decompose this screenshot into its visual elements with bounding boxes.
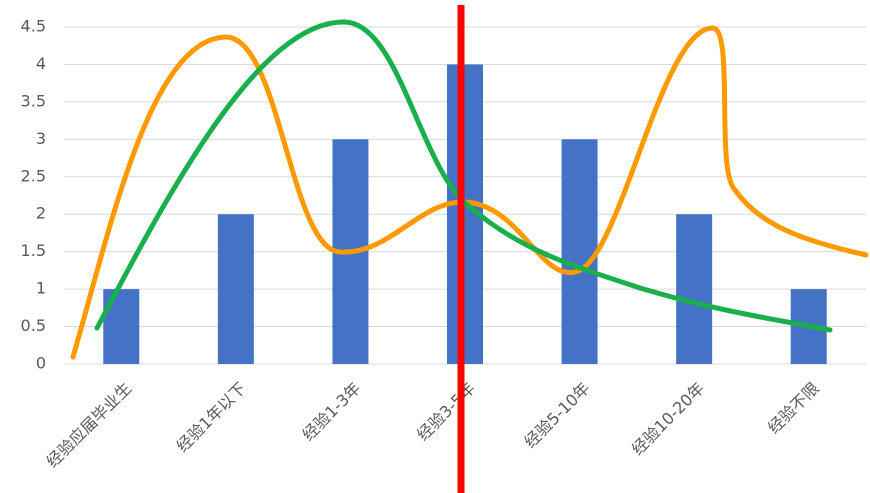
y-tick-label: 0 <box>36 354 46 373</box>
bar <box>561 139 598 364</box>
y-tick-label: 4 <box>36 54 46 73</box>
x-tick-label: 经验3-5年 <box>413 379 479 445</box>
y-tick-label: 4.5 <box>21 17 46 36</box>
x-tick-label: 经验1-3年 <box>299 379 365 445</box>
hand-drawn-green-curve <box>94 19 833 333</box>
bar <box>217 214 254 364</box>
y-tick-label: 2 <box>36 204 46 223</box>
x-tick-label: 经验应届毕业生 <box>43 379 136 472</box>
hand-drawn-orange-curve <box>70 25 869 360</box>
x-tick-label: 经验1年以下 <box>173 379 250 456</box>
plot-area: 00.511.522.533.544.5经验应届毕业生 经验1年以下 经验1-3年经… <box>21 17 866 472</box>
x-tick-label: 经验5-10年 <box>521 379 594 452</box>
x-tick-label: 经验10-20年 <box>628 379 708 459</box>
y-tick-label: 0.5 <box>21 316 46 335</box>
x-tick-label: 经验不限 <box>764 379 823 438</box>
y-tick-label: 3.5 <box>21 91 46 110</box>
y-tick-label: 1 <box>36 279 46 298</box>
y-tick-label: 2.5 <box>21 166 46 185</box>
bar <box>103 289 140 364</box>
y-tick-label: 1.5 <box>21 241 46 260</box>
y-tick-label: 3 <box>36 129 46 148</box>
bar <box>676 214 713 364</box>
